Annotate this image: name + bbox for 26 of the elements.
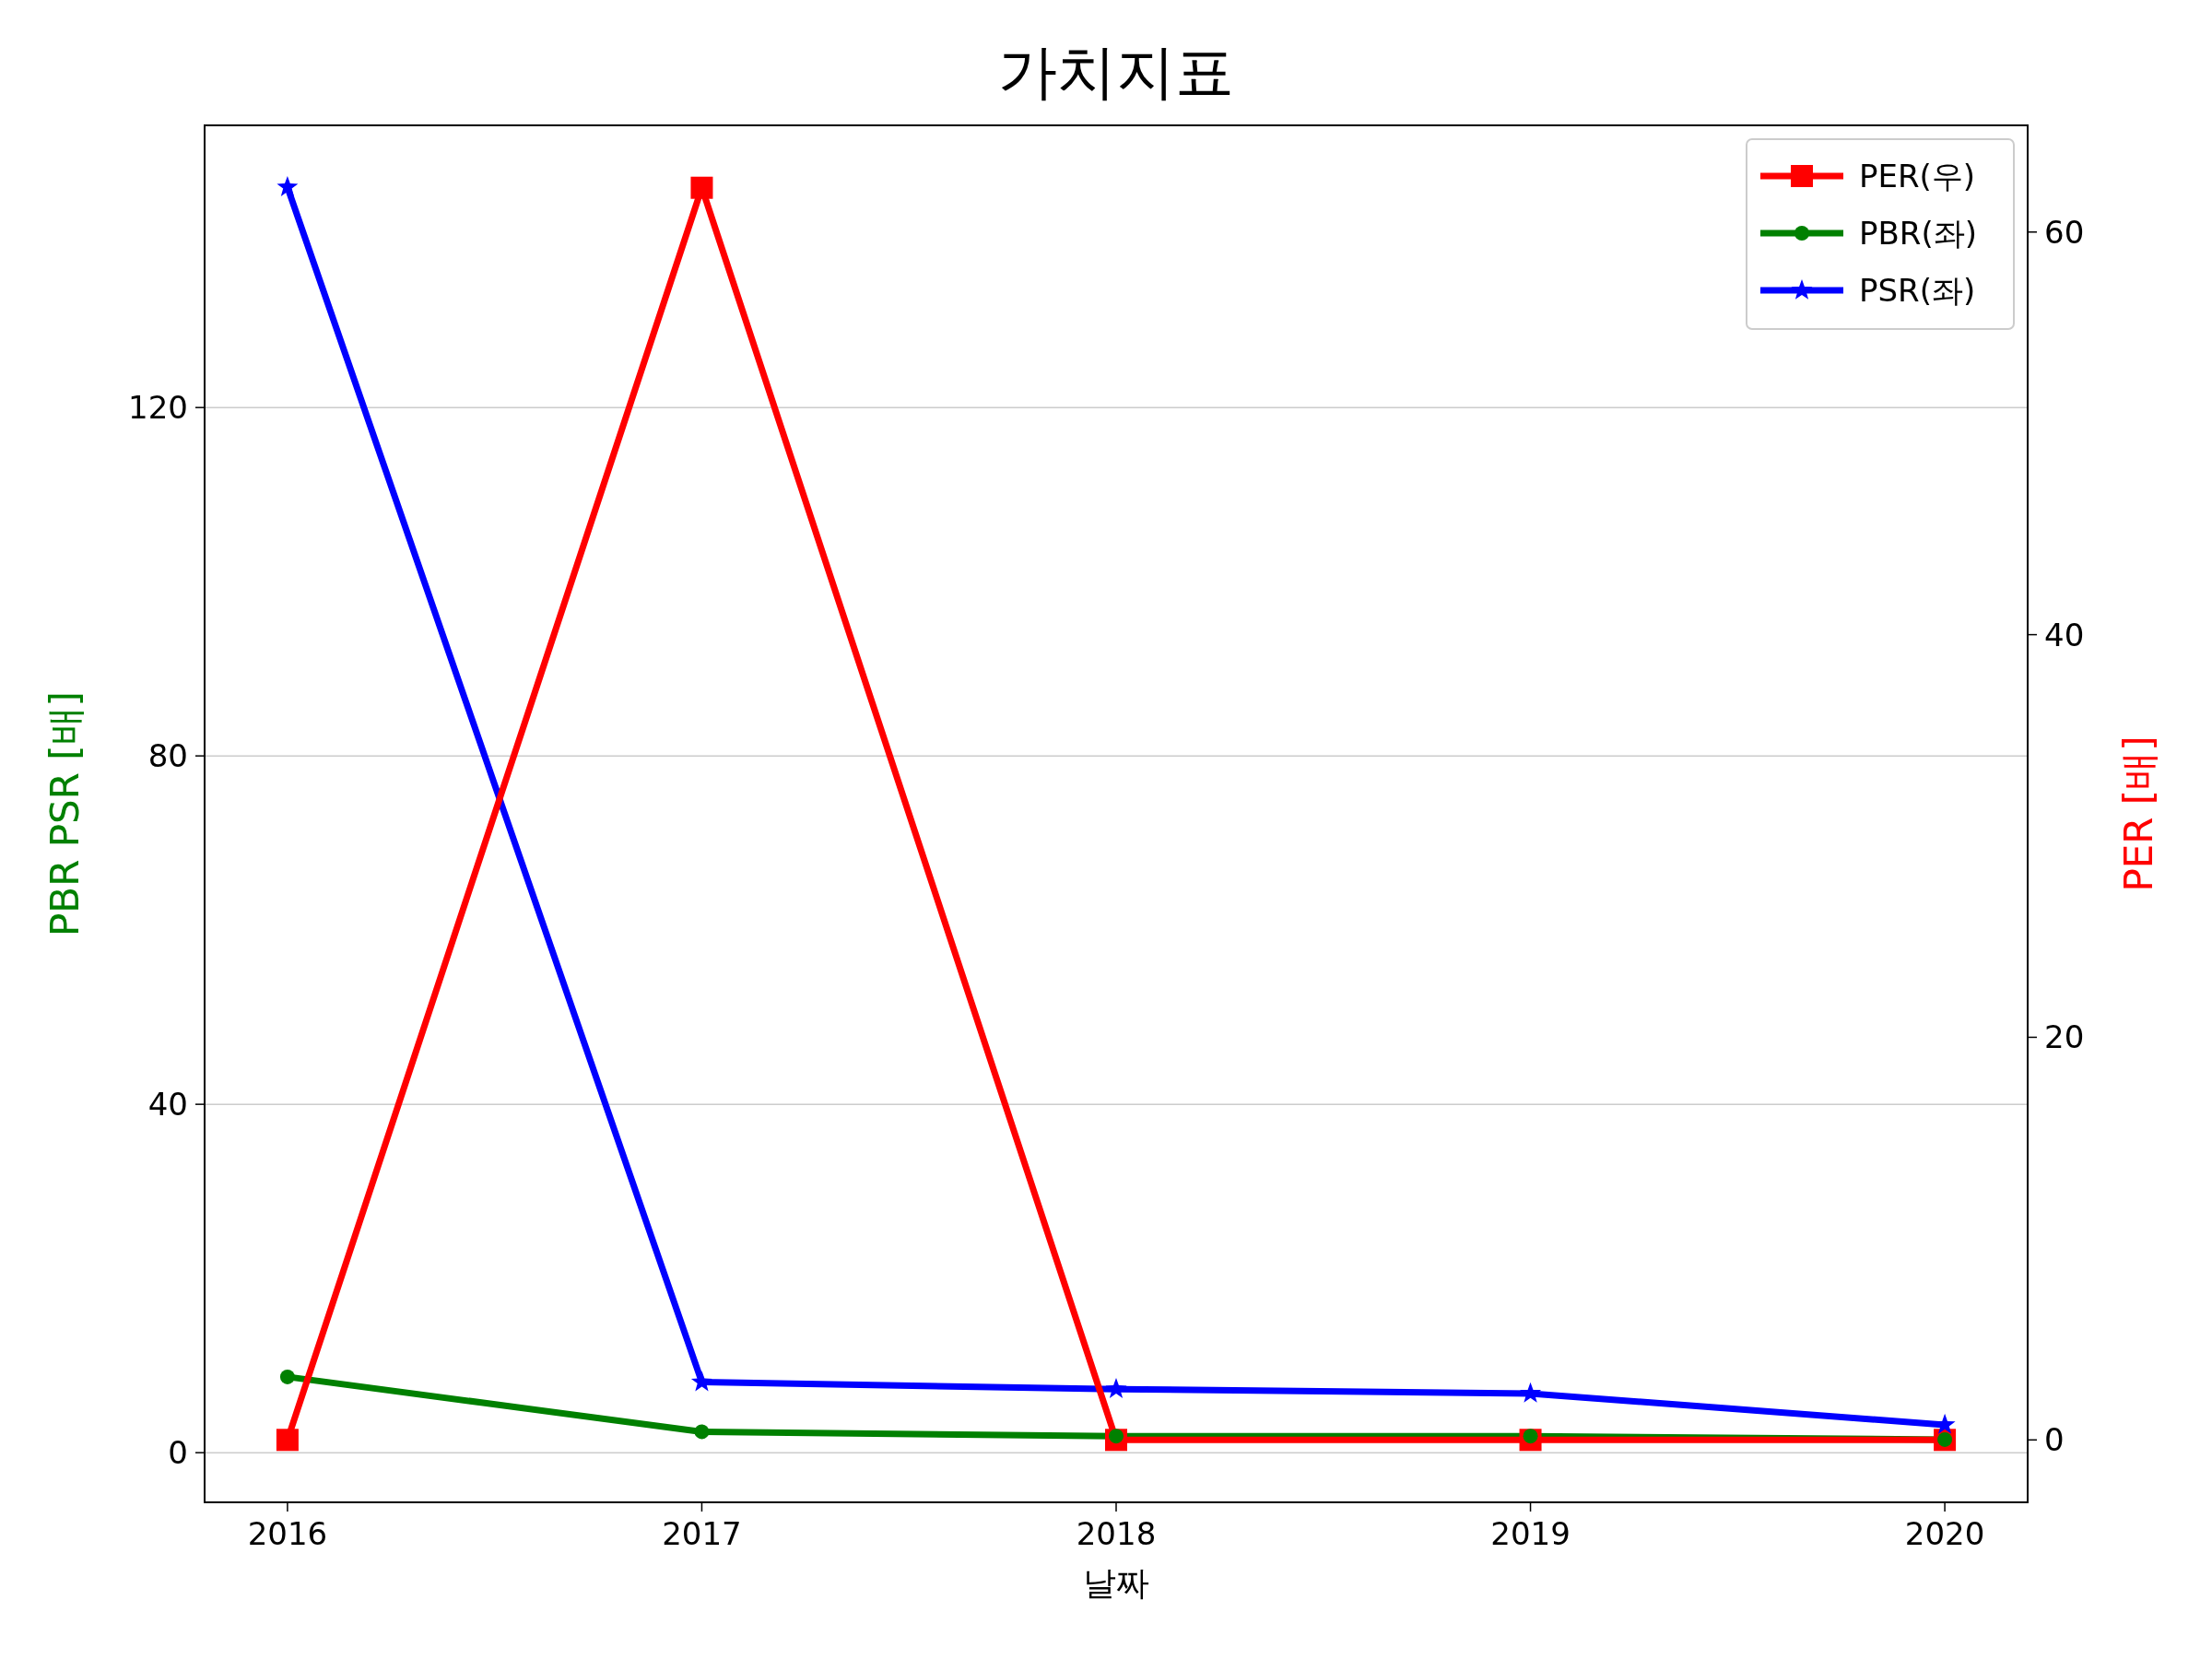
x-tick-label: 2019 bbox=[1490, 1515, 1571, 1552]
point bbox=[279, 1369, 295, 1384]
point bbox=[1105, 1378, 1127, 1398]
y2-tick-label: 40 bbox=[2044, 616, 2085, 653]
legend-label: PSR(좌) bbox=[1859, 272, 1976, 309]
x-tick-label: 2017 bbox=[662, 1515, 742, 1552]
legend-label: PBR(좌) bbox=[1859, 215, 1977, 252]
point bbox=[690, 1371, 712, 1392]
y-tick-label: 40 bbox=[147, 1086, 188, 1124]
legend-label: PER(우) bbox=[1859, 158, 1976, 194]
chart-title: 가치지표 bbox=[998, 38, 1234, 106]
y-tick-label: 0 bbox=[168, 1434, 188, 1472]
y2-tick-label: 60 bbox=[2044, 213, 2085, 251]
point bbox=[276, 176, 299, 196]
y2-tick-label: 20 bbox=[2044, 1018, 2085, 1056]
point bbox=[1520, 1382, 1542, 1403]
x-tick-label: 2018 bbox=[1076, 1515, 1157, 1552]
y2-axis-title: PER [배] bbox=[2116, 735, 2161, 892]
point bbox=[694, 1424, 710, 1440]
y-tick-label: 120 bbox=[128, 389, 188, 427]
y2-tick-label: 0 bbox=[2044, 1421, 2065, 1459]
x-tick-label: 2016 bbox=[247, 1515, 328, 1552]
x-axis-title: 날짜 bbox=[1083, 1564, 1149, 1602]
y-tick-label: 80 bbox=[147, 737, 188, 775]
x-tick-label: 2020 bbox=[1904, 1515, 1985, 1552]
y-axis-title: PBR PSR [배] bbox=[42, 691, 88, 936]
